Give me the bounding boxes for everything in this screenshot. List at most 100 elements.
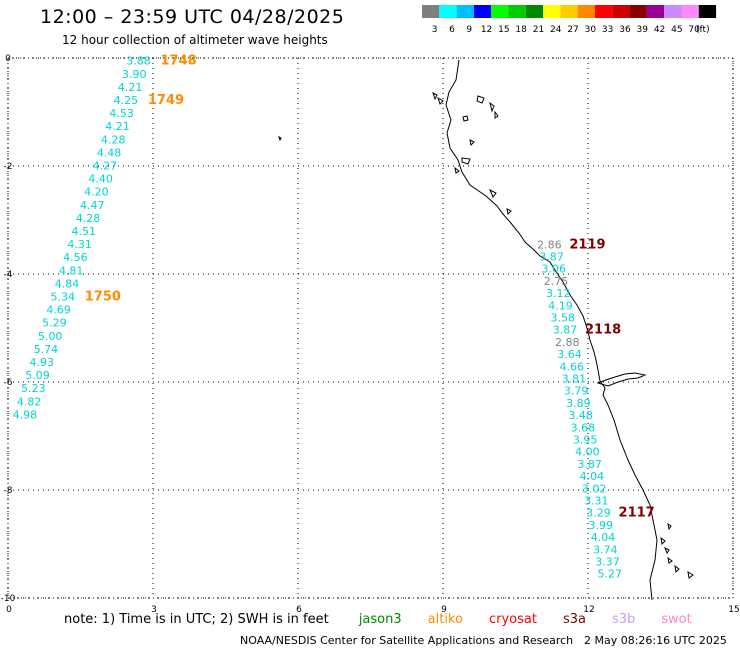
wave-height-value: 4.82: [17, 395, 42, 408]
wave-height-value: 4.51: [72, 225, 97, 238]
wave-height-value: 4.93: [29, 356, 54, 369]
wave-height-value: 4.28: [76, 212, 101, 225]
map-subtitle: 12 hour collection of altimeter wave hei…: [62, 33, 328, 47]
wave-height-value: 4.53: [109, 107, 134, 120]
legend-swatch: [508, 5, 526, 18]
wave-height-value: 4.04: [591, 531, 616, 544]
legend-swatch: [595, 5, 613, 18]
wave-height-value: 4.27: [93, 160, 118, 173]
wave-height-value: 3.95: [573, 434, 598, 447]
legend-label: 36: [619, 25, 631, 35]
mission-note: note: 1) Time is in UTC; 2) SWH is in fe…: [64, 612, 692, 627]
coastline: [278, 59, 694, 601]
legend-unit: (ft): [696, 25, 710, 35]
wave-height-value: 5.00: [38, 330, 63, 343]
wave-height-value: 3.06: [542, 263, 567, 276]
wave-height-value: 4.04: [580, 470, 605, 483]
legend-label: 12: [481, 25, 492, 35]
wave-height-value: 4.48: [97, 146, 122, 159]
legend-label: 21: [533, 25, 544, 35]
wave-height-value: 4.25: [114, 94, 139, 107]
coastline-peninsula: [596, 372, 647, 387]
wave-height-value: 3.37: [595, 556, 620, 569]
altimeter-tracks: 3.883.904.214.254.534.214.284.484.274.40…: [13, 54, 655, 581]
wave-height-value: 4.66: [559, 360, 584, 373]
legend-swatch: [543, 5, 561, 18]
wave-height-value: 3.79: [564, 385, 589, 398]
wave-height-value: 3.29: [586, 507, 611, 520]
wave-height-value: 3.90: [122, 68, 147, 81]
y-tick-label: -4: [4, 270, 13, 280]
legend-swatch: [525, 5, 544, 18]
x-tick-label: 12: [583, 605, 594, 615]
legend-label: 9: [466, 25, 472, 35]
mission-name: jason3: [358, 612, 402, 627]
wave-height-value: 3.02: [582, 482, 607, 495]
wave-height-value: 2.88: [555, 336, 580, 349]
legend-swatch: [473, 5, 492, 18]
legend-label: 15: [498, 25, 509, 35]
legend-swatch: [422, 5, 440, 18]
legend-label: 39: [637, 25, 649, 35]
wave-height-value: 3.68: [571, 421, 596, 434]
wave-height-value: 5.34: [51, 291, 76, 304]
wave-height-value: 4.00: [575, 446, 600, 459]
wave-height-value: 3.87: [553, 324, 578, 337]
wave-height-value: 4.81: [59, 264, 84, 277]
wave-height-value: 3.87: [577, 458, 602, 471]
legend-label: 70: [688, 25, 700, 35]
wave-height-value: 4.28: [101, 133, 126, 146]
legend-label: 18: [515, 25, 527, 35]
wave-height-value: 4.47: [80, 199, 105, 212]
mission-name: altiko: [427, 612, 463, 627]
legend-swatch: [456, 5, 474, 18]
wave-height-value: 5.09: [25, 369, 50, 382]
legend-label: 24: [550, 25, 562, 35]
pass-time-label: 1748: [161, 54, 197, 69]
coastline-islands-south: [660, 522, 694, 579]
wave-height-value: 4.69: [46, 304, 71, 317]
y-tick-label: -8: [4, 486, 13, 496]
pass-time-label: 1749: [148, 93, 184, 108]
x-tick-label: 3: [151, 605, 157, 615]
wave-height-value: 4.40: [88, 173, 113, 186]
y-tick-label: -6: [4, 378, 13, 388]
wave-height-value: 4.56: [63, 251, 88, 264]
legend-label: 27: [567, 25, 578, 35]
wave-height-value: 4.19: [548, 299, 573, 312]
footer-organization: NOAA/NESDIS Center for Satellite Applica…: [240, 634, 574, 647]
mission-name: s3b: [611, 612, 636, 627]
x-tick-label: 15: [728, 605, 739, 615]
pass-time-label: 2119: [569, 237, 605, 252]
wave-height-value: 3.12: [546, 287, 571, 300]
wave-height-value: 3.64: [557, 348, 582, 361]
x-tick-label: 6: [296, 605, 302, 615]
legend-swatch: [612, 5, 630, 18]
legend-label: 3: [432, 25, 438, 35]
mission-list: jason3 altiko cryosat s3a s3b swot: [333, 612, 692, 627]
wave-height-value: 3.99: [589, 519, 614, 532]
axis-ticks: 0 3 6 9 12 15 0 -2 -4 -6 -8 -10: [1, 54, 740, 615]
mission-name: swot: [661, 612, 692, 627]
legend-label: 30: [585, 25, 597, 35]
wave-height-value: 3.89: [566, 397, 591, 410]
legend-swatch: [560, 5, 578, 18]
legend-label: 6: [449, 25, 455, 35]
mission-name: s3a: [562, 612, 586, 627]
color-legend: 3 6 9 12 15 18 21 24 27 30 33 36 39 42 45 70(ft): [422, 5, 717, 35]
wave-height-value: 5.27: [598, 568, 623, 581]
island-ocean: [278, 136, 282, 142]
y-tick-label: -10: [1, 594, 16, 604]
y-tick-label: 0: [5, 54, 11, 64]
map-grid: [7, 57, 734, 599]
mission-name: cryosat: [488, 612, 537, 627]
legend-swatch: [439, 5, 457, 18]
footer-timestamp: 2 May 08:26:16 UTC 2025: [584, 634, 727, 647]
wave-height-value: 3.88: [126, 55, 151, 68]
pass-time-label: 2118: [585, 323, 621, 338]
wave-height-value: 3.81: [562, 373, 587, 386]
coastline-mainland: [445, 59, 658, 601]
wave-height-value: 4.20: [84, 186, 109, 199]
wave-height-value: 3.48: [568, 409, 593, 422]
legend-swatch: [629, 5, 647, 18]
